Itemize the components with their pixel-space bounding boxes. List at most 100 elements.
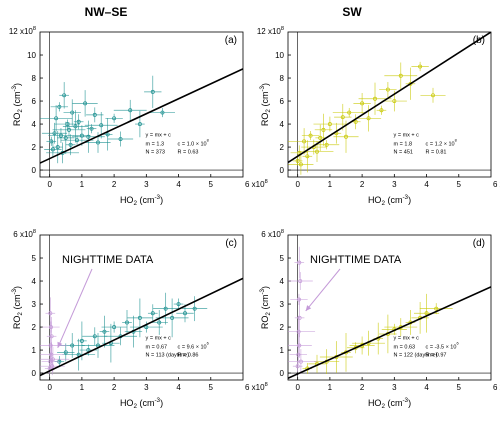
data-point <box>55 145 60 150</box>
fit-correlation: R = 0.97 <box>426 352 447 358</box>
y-axis-label: RO2 (cm-3) <box>11 286 24 329</box>
data-point <box>150 89 155 94</box>
y-tick-label: 3 <box>32 300 37 309</box>
data-point <box>379 108 384 113</box>
y-axis-label: RO2 (cm-3) <box>259 83 272 126</box>
data-point <box>392 99 397 103</box>
data-point <box>344 134 348 139</box>
y-tick-label: 8 <box>280 74 285 83</box>
data-point <box>63 350 68 355</box>
data-point <box>89 126 94 131</box>
data-point <box>298 359 303 364</box>
header-right: SW <box>342 5 362 19</box>
data-point <box>70 110 75 115</box>
nighttime-annotation: NIGHTTIME DATA <box>62 254 154 266</box>
fit-intercept: c = 1.2 × 108 <box>426 138 457 147</box>
plot-frame <box>287 234 492 381</box>
y-multiplier: 6 x108 <box>13 229 36 239</box>
y-axis-label: RO2 (cm-3) <box>11 83 24 126</box>
data-point <box>79 133 84 138</box>
x-tick-label: 1 <box>80 180 85 189</box>
data-point <box>67 127 71 132</box>
x-multiplier: 6 x108 <box>493 382 500 392</box>
data-point <box>170 315 175 320</box>
fit-intercept: c = -3.5 × 106 <box>426 341 459 350</box>
data-point <box>424 311 429 316</box>
data-point <box>295 158 300 163</box>
y-multiplier: 6 x108 <box>261 229 284 239</box>
nighttime-annotation: NIGHTTIME DATA <box>310 254 402 266</box>
y-tick-label: 5 <box>280 254 285 263</box>
y-tick-label: 2 <box>32 323 37 332</box>
data-point <box>160 110 165 115</box>
data-point <box>318 135 323 140</box>
data-point <box>360 101 365 106</box>
data-point <box>137 315 142 320</box>
x-axis-label: HO2 (cm-3) <box>120 397 163 410</box>
panel-label: (c) <box>225 238 237 249</box>
data-point <box>57 104 62 109</box>
fit-slope: m = 1.8 <box>394 141 413 147</box>
data-point <box>79 338 84 343</box>
x-tick-label: 5 <box>209 180 214 189</box>
x-axis-label: HO2 (cm-3) <box>368 194 411 207</box>
data-point <box>48 311 53 316</box>
data-point <box>298 279 303 283</box>
x-tick-label: 5 <box>457 180 462 189</box>
data-point <box>296 329 301 334</box>
y-tick-label: 10 <box>275 51 284 60</box>
data-point <box>176 302 181 306</box>
fit-equation: y = mx + c <box>146 132 172 138</box>
fit-equation: y = mx + c <box>394 335 420 341</box>
data-point <box>50 147 55 152</box>
fit-intercept: c = 1.0 × 108 <box>178 138 209 147</box>
series-yellow <box>302 293 453 375</box>
data-point <box>49 139 54 144</box>
data-point <box>315 149 319 154</box>
x-multiplier: 6 x108 <box>493 179 500 189</box>
panel-d: 0 1 2 3 4 5 0 1 2 3 4 5 6 x108 6 x108 HO2 (cm-3) RO2 (c… <box>259 229 500 410</box>
data-point <box>68 142 73 147</box>
data-point <box>418 64 423 69</box>
data-point <box>125 320 129 325</box>
data-point <box>340 115 345 120</box>
data-point <box>308 133 313 138</box>
data-point <box>327 122 332 127</box>
series-yellow <box>288 61 446 175</box>
annotation-arrowhead <box>57 341 63 348</box>
data-point <box>49 325 53 330</box>
x-tick-label: 3 <box>144 180 149 189</box>
y-tick-label: 0 <box>32 166 37 175</box>
data-point <box>52 131 57 136</box>
data-point <box>347 110 352 115</box>
y-tick-label: 6 <box>32 97 37 106</box>
data-point <box>50 364 55 369</box>
x-tick-label: 5 <box>457 383 462 392</box>
y-axis-label: RO2 (cm-3) <box>259 286 272 329</box>
data-point <box>128 108 133 113</box>
y-tick-label: 2 <box>280 143 285 152</box>
x-tick-label: 3 <box>392 180 397 189</box>
data-point <box>297 343 302 348</box>
data-layer <box>40 68 243 164</box>
y-tick-label: 4 <box>280 277 285 286</box>
x-tick-label: 1 <box>328 180 333 189</box>
x-tick-label: 0 <box>47 383 52 392</box>
series-night <box>288 246 318 375</box>
y-tick-label: 8 <box>32 74 37 83</box>
y-tick-label: 6 <box>280 97 285 106</box>
fit-slope: m = 0.67 <box>146 344 168 350</box>
data-point <box>49 334 54 339</box>
data-point <box>183 311 187 316</box>
panel-c: 0 1 2 3 4 5 0 1 2 3 4 5 6 x108 6 x108 HO2 (cm-3) RO2 (c… <box>11 229 268 410</box>
data-point <box>431 93 435 98</box>
data-point <box>298 162 303 167</box>
data-point <box>118 137 123 141</box>
data-point <box>373 96 377 101</box>
data-point <box>92 112 97 117</box>
x-tick-label: 2 <box>112 180 117 189</box>
data-point <box>70 343 75 348</box>
y-tick-label: 2 <box>280 323 285 332</box>
data-point <box>163 306 168 311</box>
